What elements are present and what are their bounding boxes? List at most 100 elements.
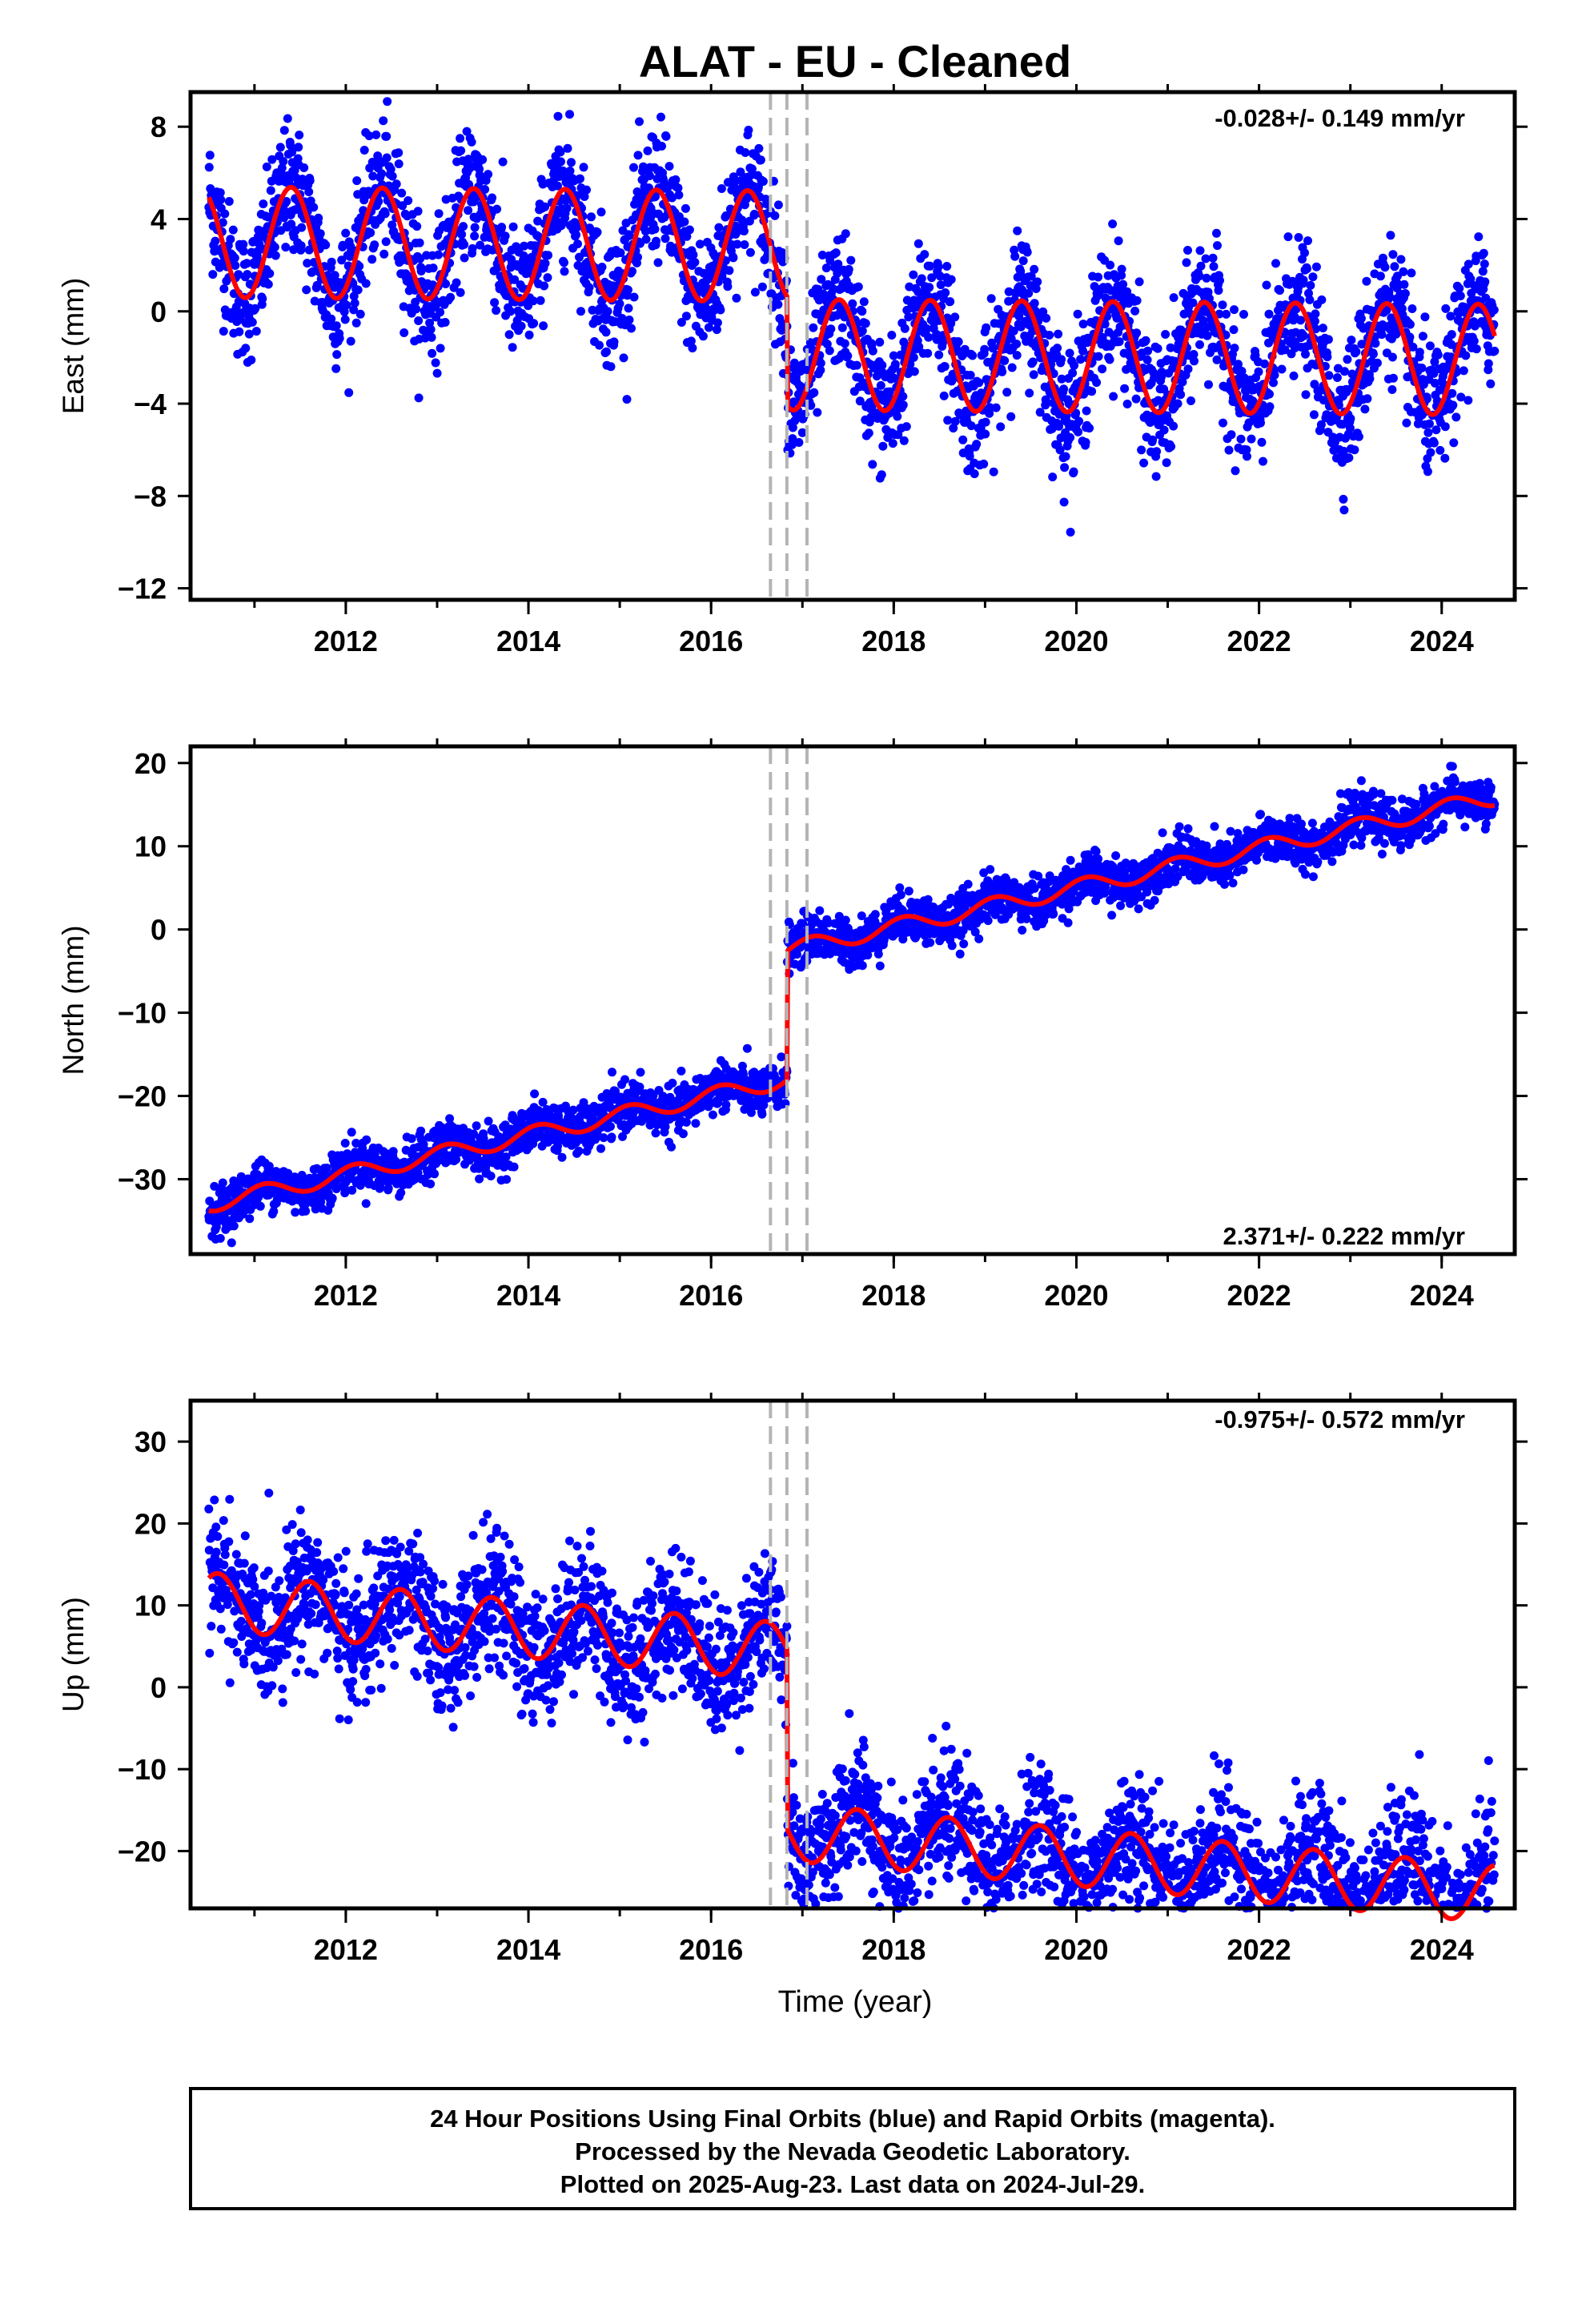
east-point: [1343, 355, 1352, 364]
east-point: [629, 292, 639, 302]
east-point: [1388, 373, 1398, 383]
east-point: [1259, 456, 1267, 466]
east-point: [645, 171, 654, 180]
east-point: [219, 284, 229, 294]
east-point: [539, 321, 548, 331]
east-point: [846, 255, 856, 265]
east-y-axis-label: East (mm): [57, 278, 90, 415]
east-point: [1196, 261, 1206, 271]
east-point: [1356, 314, 1366, 324]
east-point: [942, 262, 952, 271]
north-point: [430, 1169, 440, 1179]
east-point: [379, 116, 388, 126]
east-point: [690, 258, 700, 267]
east-point: [606, 362, 616, 372]
east-point: [946, 275, 956, 284]
east-point: [259, 199, 268, 209]
east-point: [371, 130, 381, 139]
north-point: [388, 1147, 398, 1156]
east-point: [367, 158, 377, 167]
east-point: [420, 333, 430, 343]
east-point: [335, 334, 344, 343]
east-point: [1390, 262, 1399, 271]
east-point: [821, 263, 831, 273]
east-point: [295, 131, 304, 140]
east-point: [682, 231, 692, 241]
east-point: [1214, 286, 1223, 296]
north-point: [502, 1175, 512, 1184]
east-point: [434, 250, 444, 259]
east-point: [1117, 264, 1126, 274]
east-point: [275, 143, 285, 152]
east-point: [279, 213, 289, 223]
east-point: [220, 209, 230, 219]
east-point: [540, 281, 549, 291]
east-point: [909, 270, 918, 279]
east-point: [361, 279, 371, 288]
east-point: [1048, 472, 1058, 482]
north-point: [681, 1117, 691, 1127]
east-point: [1377, 330, 1387, 340]
east-y-tick-label: 4: [151, 203, 167, 236]
east-point: [330, 271, 339, 280]
east-point: [1269, 378, 1278, 388]
north-point: [347, 1185, 357, 1195]
east-point: [364, 131, 374, 141]
east-point: [813, 408, 822, 417]
east-point: [756, 155, 765, 165]
north-panel: 2012 2014 2016 2018 2020 2022 202420100−10−20−…: [57, 738, 1528, 1312]
east-point: [1209, 262, 1219, 271]
east-point: [1387, 352, 1397, 362]
east-point: [400, 328, 409, 337]
east-point: [1299, 275, 1308, 285]
north-point: [407, 1134, 416, 1144]
east-point: [1271, 259, 1280, 268]
east-point: [1012, 340, 1022, 348]
east-point: [219, 327, 228, 336]
east-point: [215, 188, 225, 198]
east-point: [1028, 357, 1038, 367]
east-point: [1440, 453, 1450, 463]
east-point: [1224, 445, 1234, 455]
east-point: [770, 211, 780, 220]
east-point: [1423, 428, 1433, 437]
east-point: [757, 282, 767, 292]
east-point: [1042, 313, 1051, 323]
north-point: [599, 1133, 608, 1143]
east-point: [699, 268, 709, 278]
east-point: [1030, 264, 1039, 274]
east-point: [1045, 331, 1054, 340]
east-point: [788, 434, 797, 444]
east-point: [926, 261, 935, 271]
east-point: [857, 326, 867, 336]
east-point: [1365, 374, 1375, 384]
east-point: [386, 164, 396, 174]
north-point: [218, 1178, 227, 1188]
east-point: [251, 304, 260, 313]
east-point: [1431, 425, 1441, 435]
north-point: [486, 1172, 496, 1180]
east-point: [941, 288, 950, 297]
east-point: [602, 347, 611, 356]
east-point: [1275, 286, 1284, 296]
east-point: [877, 360, 887, 370]
east-point: [208, 270, 218, 279]
east-point: [1418, 332, 1427, 341]
east-point: [1166, 442, 1176, 452]
east-point: [680, 217, 689, 227]
north-point: [416, 1126, 426, 1136]
east-point: [681, 312, 691, 321]
east-point: [1114, 337, 1124, 347]
north-point: [327, 1193, 337, 1203]
east-point: [1283, 232, 1293, 242]
east-point: [464, 206, 473, 215]
east-point: [1106, 260, 1115, 270]
east-point: [251, 327, 261, 336]
east-point: [972, 440, 982, 449]
east-point: [893, 412, 902, 421]
east-point: [659, 176, 669, 186]
east-point: [1029, 370, 1038, 380]
east-point: [615, 299, 624, 308]
east-point: [508, 222, 518, 231]
east-point: [440, 318, 450, 327]
